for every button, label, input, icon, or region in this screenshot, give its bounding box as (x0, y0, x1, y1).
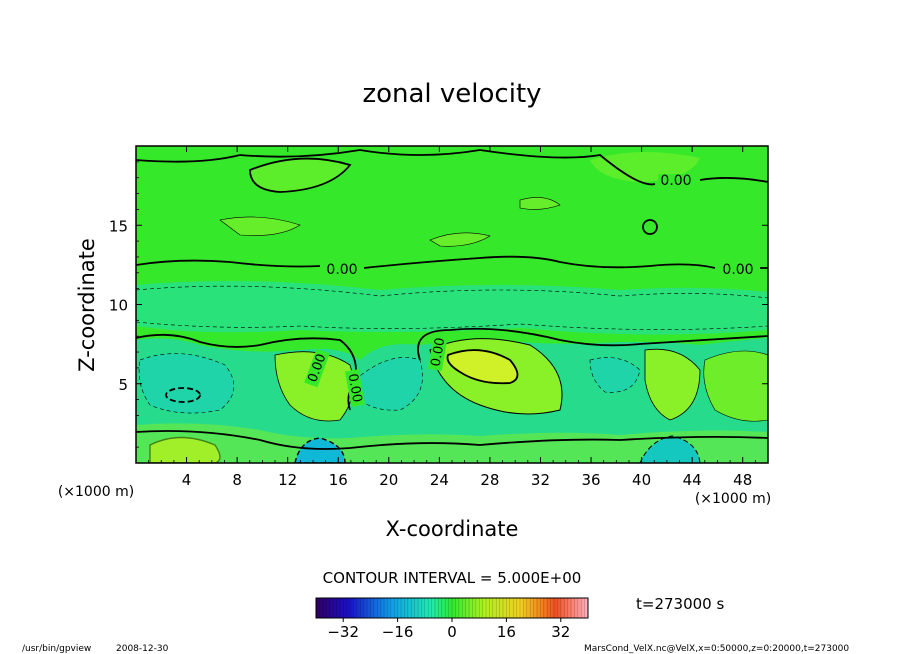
negative-contour-band-lower (136, 321, 768, 330)
upper-light-patch (429, 232, 491, 247)
x-tick-label: 4 (182, 471, 192, 489)
minimum-core-left (165, 387, 201, 403)
negative-pocket-right (589, 357, 641, 393)
contour-label: 0.00 (345, 373, 365, 404)
y-axis-ticks: 5 10 15 (109, 161, 768, 448)
x-axis-ticks: 4 8 12 16 20 24 28 32 36 40 44 48 (148, 146, 756, 489)
positive-pocket-far-right (703, 350, 768, 422)
negative-pocket-center (354, 357, 423, 411)
time-label: t=273000 s (636, 595, 724, 613)
zero-contour-upper (136, 255, 768, 269)
x-tick-label: 8 (232, 471, 242, 489)
contour-interval: CONTOUR INTERVAL = 5.000E+00 (323, 569, 582, 587)
colorbar-tick-label: 16 (497, 623, 516, 641)
x-tick-label: 16 (329, 471, 348, 489)
small-zero-loop (642, 219, 658, 235)
footer-date: 2008-12-30 (116, 644, 169, 654)
x-unit-right: (×1000 m) (695, 491, 771, 507)
upper-light-patch (219, 216, 301, 236)
contour-label-bg (427, 333, 449, 371)
contour-label-bg (720, 263, 756, 277)
mid-negative-band (136, 281, 768, 335)
footer-program: /usr/bin/gpview (22, 644, 91, 654)
y-tick-label: 5 (118, 376, 128, 394)
velocity-field (136, 146, 768, 463)
upper-light-patch (519, 197, 561, 210)
colorbar-tick-label: −32 (327, 623, 359, 641)
colorbar-tick-label: −16 (382, 623, 414, 641)
y-tick-label: 15 (109, 217, 128, 235)
contour-label-bg (324, 263, 360, 277)
x-tick-label: 24 (430, 471, 449, 489)
colorbar-tick-label: 32 (551, 623, 570, 641)
chart-title: zonal velocity (362, 79, 541, 109)
negative-pocket-left (138, 353, 235, 414)
colorbar-ticks: −32 −16 0 16 32 (327, 618, 570, 641)
x-tick-label: 48 (733, 471, 752, 489)
maximum-core (446, 349, 519, 385)
contour-label: 0.00 (722, 262, 753, 278)
x-unit-left: (×1000 m) (58, 484, 134, 500)
x-tick-label: 28 (480, 471, 499, 489)
colorbar-tick-label: 0 (447, 623, 457, 641)
x-tick-label: 44 (683, 471, 702, 489)
colorbar-stripes (319, 598, 585, 618)
contour-labels: 0.00 0.000.000.000.000.00 (304, 173, 756, 407)
positive-region-right (644, 348, 701, 421)
minimum-core-bottom (294, 437, 346, 463)
x-axis-label: X-coordinate (386, 517, 519, 541)
upper-light-patch (249, 157, 352, 193)
contour-label: 0.00 (660, 173, 691, 189)
zero-contour-top (136, 149, 768, 186)
contour-label: 0.00 (326, 262, 357, 278)
contour-label-bg (344, 369, 366, 407)
zero-contour-bottom (136, 430, 768, 450)
x-tick-label: 40 (632, 471, 651, 489)
x-tick-label: 32 (531, 471, 550, 489)
x-tick-label: 20 (379, 471, 398, 489)
y-tick-label: 10 (109, 297, 128, 315)
contour-label-bg (304, 348, 330, 388)
y-axis-label: Z-coordinate (75, 238, 99, 372)
x-tick-label: 12 (278, 471, 297, 489)
x-tick-label: 36 (581, 471, 600, 489)
contour-label-bg (658, 174, 694, 188)
footer-source: MarsCond_VelX.nc@VelX,x=0:50000,z=0:2000… (584, 644, 849, 654)
contour-label: 0.00 (429, 337, 449, 368)
minimum-core-bottom-right (639, 435, 701, 463)
